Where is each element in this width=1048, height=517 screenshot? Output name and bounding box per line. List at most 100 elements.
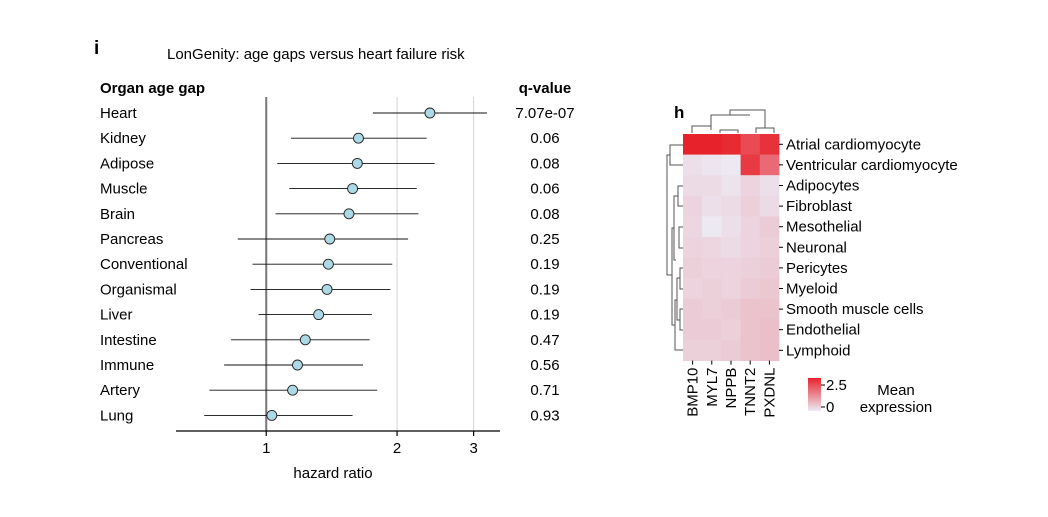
heatmap-cell	[683, 195, 703, 217]
x-tick-label: 1	[262, 440, 270, 457]
heatmap-row-label: Pericytes	[786, 260, 848, 277]
heatmap-cell	[683, 237, 703, 258]
heatmap-cell	[702, 216, 722, 238]
heatmap-row-label: Myeloid	[786, 281, 838, 298]
forest-row: Artery 0.71	[100, 382, 560, 399]
heatmap-cell	[721, 134, 741, 155]
heatmap-cell	[721, 175, 741, 197]
heatmap-row-label: Ventricular cardiomyocyte	[786, 157, 958, 174]
forest-row: Heart 7.07e-07	[100, 105, 575, 122]
hazard-ratio-point	[322, 258, 334, 270]
heatmap-column-label: TNNT2	[742, 368, 759, 416]
heatmap-cell	[683, 257, 703, 279]
row-label: Conventional	[100, 256, 188, 273]
colorbar-min-label: 0	[826, 399, 834, 416]
row-label: Lung	[100, 407, 133, 424]
heatmap-cell	[740, 257, 761, 279]
col-dendro-branch	[710, 114, 750, 130]
panel-label-h: h	[674, 103, 684, 122]
q-value: 0.71	[530, 382, 559, 399]
row-label: Adipose	[100, 155, 154, 172]
heatmap-cell	[759, 319, 780, 341]
heatmap-cell	[759, 154, 780, 176]
x-tick-label: 3	[469, 440, 477, 457]
heatmap-column-labels: BMP10 MYL7 NPPB TNNT2 PXDNL	[685, 360, 778, 418]
hazard-ratio-point	[299, 334, 311, 346]
heatmap-cell	[683, 298, 703, 320]
heatmap-cell	[740, 340, 761, 361]
heatmap-cell	[759, 298, 780, 320]
col-dendro-branch	[719, 129, 739, 133]
forest-row: Kidney 0.06	[100, 130, 560, 147]
row-dendro-branch	[678, 226, 683, 249]
heatmap-cell	[721, 154, 741, 176]
heatmap-cell	[702, 154, 722, 176]
hazard-ratio-point	[343, 208, 355, 220]
q-value: 0.08	[530, 206, 559, 223]
heatmap-cell	[721, 257, 741, 279]
hazard-ratio-point	[287, 384, 299, 396]
heatmap-cell	[759, 216, 780, 238]
heatmap-row-label: Endothelial	[786, 322, 860, 339]
heatmap-cell	[683, 175, 703, 197]
heatmap-cells	[683, 134, 780, 361]
colorbar-title-line2: expression	[860, 399, 933, 416]
row-dendro-branch	[679, 267, 683, 290]
forest-plot: i LonGenity: age gaps versus heart failu…	[94, 38, 575, 482]
heatmap-cell	[702, 195, 722, 217]
q-value: 0.25	[530, 231, 559, 248]
x-axis-label: hazard ratio	[293, 465, 372, 482]
heatmap-column-label: NPPB	[723, 368, 740, 409]
heatmap-cell	[759, 237, 780, 258]
col-dendro-branch	[755, 127, 775, 133]
heatmap-cell	[740, 319, 761, 341]
column-dendrogram	[691, 109, 775, 133]
heatmap-cell	[702, 298, 722, 320]
hazard-ratio-point	[347, 183, 359, 195]
forest-row: Organismal 0.19	[100, 281, 560, 298]
q-value: 0.56	[530, 357, 559, 374]
forest-row: Intestine 0.47	[100, 332, 560, 349]
hazard-ratio-point	[424, 107, 436, 119]
heatmap-row-label: Atrial cardiomyocyte	[786, 136, 921, 153]
heatmap-panel: h Atrial cardiomyocyte Ventricular cardio…	[666, 103, 958, 418]
q-value: 0.93	[530, 407, 559, 424]
hazard-ratio-point	[292, 359, 303, 371]
heatmap-cell	[740, 278, 761, 300]
col-dendro-branch	[729, 109, 766, 128]
heatmap-row-label: Lymphoid	[786, 342, 850, 359]
row-dendro-branch	[679, 308, 683, 331]
heatmap-cell	[721, 340, 741, 361]
hazard-ratio-point	[313, 309, 325, 321]
heatmap-cell	[740, 237, 761, 258]
heatmap-cell	[702, 340, 722, 361]
row-label: Muscle	[100, 181, 148, 198]
heatmap-cell	[740, 195, 761, 217]
forest-row: Muscle 0.06	[100, 181, 560, 198]
forest-row: Lung 0.93	[100, 407, 560, 424]
forest-row: Conventional 0.19	[100, 256, 560, 273]
row-label: Kidney	[100, 130, 146, 147]
heatmap-cell	[721, 195, 741, 217]
heatmap-cell	[702, 175, 722, 197]
heatmap-row-label: Fibroblast	[786, 198, 853, 215]
q-value: 0.19	[530, 307, 559, 324]
heatmap-column-label: MYL7	[704, 368, 721, 407]
heatmap-cell	[683, 340, 703, 361]
heatmap-cell	[759, 257, 780, 279]
heatmap-cell	[683, 134, 703, 155]
heatmap-cell	[702, 134, 722, 155]
row-label: Brain	[100, 206, 135, 223]
hazard-ratio-point	[351, 157, 363, 169]
heatmap-column-label: BMP10	[685, 368, 702, 417]
heatmap-cell	[721, 216, 741, 238]
row-label: Liver	[100, 307, 133, 324]
heatmap-row-labels: Atrial cardiomyocyte Ventricular cardiomy…	[779, 136, 958, 359]
heatmap-cell	[702, 237, 722, 258]
row-dendro-branch	[673, 195, 678, 261]
heatmap-cell	[740, 175, 761, 197]
hazard-ratio-point	[266, 409, 278, 421]
heatmap-row-label: Adipocytes	[786, 178, 859, 195]
row-label: Immune	[100, 357, 154, 374]
